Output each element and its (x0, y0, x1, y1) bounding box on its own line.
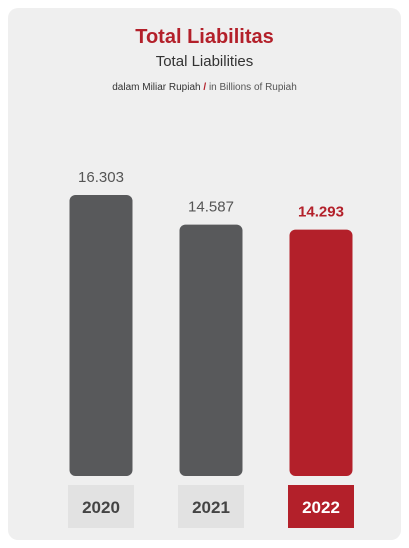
unit-separator: / (203, 82, 207, 93)
bar-2022 (289, 229, 353, 476)
value-label-2021: 14.587 (188, 199, 234, 216)
year-box-2022 (288, 485, 354, 528)
bar-2020 (69, 195, 133, 476)
unit-english: in Billions of Rupiah (208, 82, 297, 93)
unit-caption: dalam Miliar Rupiah / in Billions of Rup… (0, 82, 409, 93)
year-label-2022: 2022 (302, 498, 340, 517)
year-box-2020 (68, 485, 134, 528)
chart-subtitle: Total Liabilities (155, 53, 254, 70)
value-label-2020: 16.303 (78, 169, 124, 186)
year-label-2020: 2020 (82, 498, 120, 517)
chart-title: Total Liabilitas (135, 26, 274, 48)
year-label-2021: 2021 (192, 498, 230, 517)
value-label-2022: 14.293 (298, 204, 344, 221)
unit-indonesian: dalam Miliar Rupiah (112, 82, 201, 93)
year-box-2021 (178, 485, 244, 528)
bar-2021 (179, 224, 243, 476)
